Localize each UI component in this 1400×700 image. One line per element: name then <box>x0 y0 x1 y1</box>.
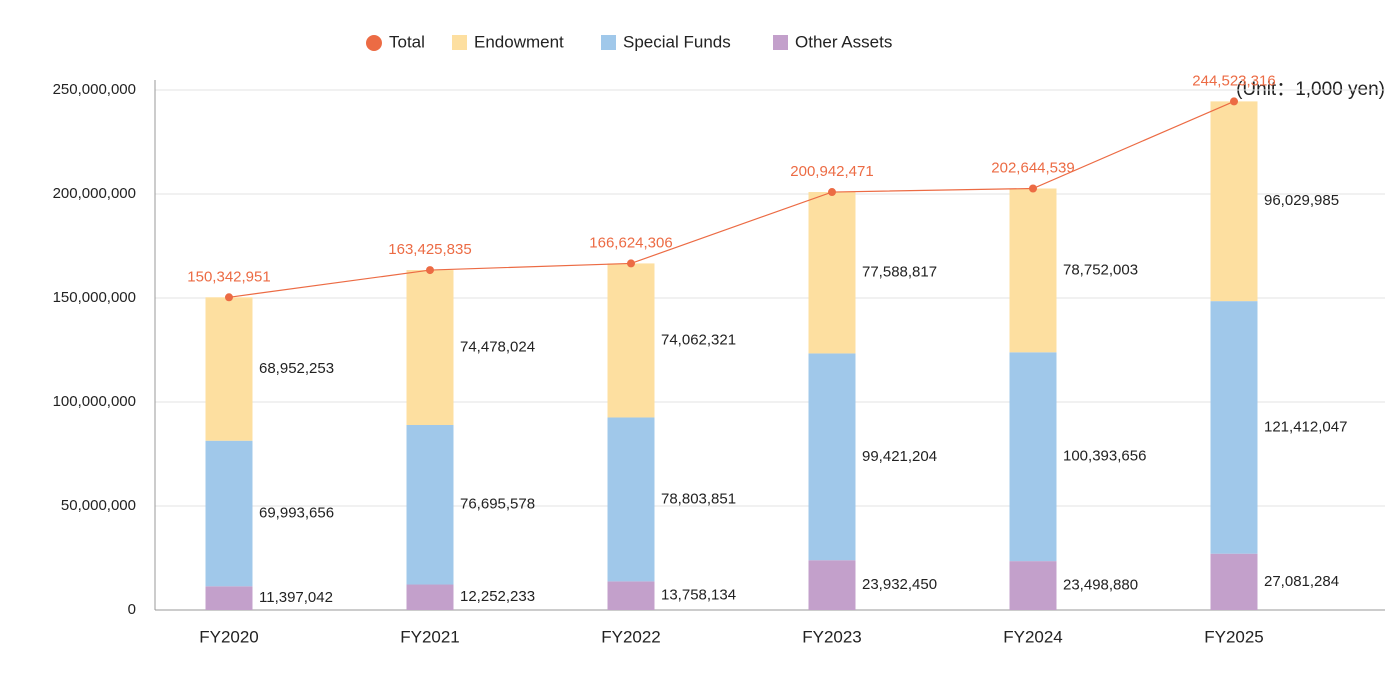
value-label: 27,081,284 <box>1264 573 1339 590</box>
bar-segment <box>205 297 253 441</box>
value-label: 121,412,047 <box>1264 418 1347 435</box>
bar-segment <box>406 584 454 610</box>
bar-segment <box>1009 561 1057 610</box>
total-point <box>1230 97 1238 106</box>
bar-segment <box>607 581 655 610</box>
x-tick-label: FY2023 <box>802 627 862 646</box>
bar-segment <box>808 192 856 354</box>
bar-segment <box>205 440 253 587</box>
y-tick-label: 250,000,000 <box>53 81 136 98</box>
total-label: 200,942,471 <box>790 163 873 180</box>
value-label: 77,588,817 <box>862 264 937 281</box>
bar-segment <box>406 270 454 425</box>
value-label: 99,421,204 <box>862 448 937 465</box>
y-tick-label: 200,000,000 <box>53 185 136 202</box>
total-label: 163,425,835 <box>388 241 471 258</box>
bar-segment <box>1210 553 1258 610</box>
value-label: 76,695,578 <box>460 496 535 513</box>
legend-label: Special Funds <box>623 32 731 51</box>
bar-segment <box>607 263 655 418</box>
y-tick-label: 150,000,000 <box>53 289 136 306</box>
bar-segment <box>1210 101 1258 302</box>
total-label: 244,523,316 <box>1192 72 1275 89</box>
legend-label: Total <box>389 32 425 51</box>
y-tick-label: 50,000,000 <box>61 497 136 514</box>
total-point <box>1029 184 1037 193</box>
value-label: 68,952,253 <box>259 360 334 377</box>
total-point <box>627 259 635 268</box>
legend-marker <box>601 35 616 50</box>
value-label: 69,993,656 <box>259 504 334 521</box>
value-label: 74,478,024 <box>460 339 535 356</box>
legend-label: Other Assets <box>795 32 892 51</box>
legend-marker <box>366 35 382 51</box>
bar-segment <box>808 353 856 561</box>
value-label: 96,029,985 <box>1264 192 1339 209</box>
y-tick-label: 0 <box>128 601 136 618</box>
value-label: 23,498,880 <box>1063 577 1138 594</box>
x-tick-label: FY2021 <box>400 627 460 646</box>
value-label: 11,397,042 <box>259 589 333 606</box>
value-label: 78,803,851 <box>661 490 736 507</box>
bar-segment <box>1009 188 1057 353</box>
total-point <box>426 266 434 275</box>
x-tick-label: FY2020 <box>199 627 259 646</box>
y-tick-label: 100,000,000 <box>53 393 136 410</box>
total-point <box>828 188 836 197</box>
bar-segment <box>406 424 454 585</box>
bar-segment <box>1210 301 1258 554</box>
value-label: 100,393,656 <box>1063 448 1146 465</box>
value-label: 12,252,233 <box>460 588 535 605</box>
total-label: 150,342,951 <box>187 268 270 285</box>
total-label: 202,644,539 <box>991 159 1074 176</box>
value-label: 74,062,321 <box>661 331 736 348</box>
x-tick-label: FY2022 <box>601 627 661 646</box>
total-point <box>225 293 233 302</box>
value-label: 23,932,450 <box>862 576 937 593</box>
legend-marker <box>773 35 788 50</box>
bar-segment <box>205 586 253 610</box>
value-label: 13,758,134 <box>661 587 736 604</box>
bar-segment <box>808 560 856 610</box>
legend-label: Endowment <box>474 32 564 51</box>
legend-marker <box>452 35 467 50</box>
value-label: 78,752,003 <box>1063 261 1138 278</box>
x-tick-label: FY2024 <box>1003 627 1063 646</box>
bar-segment <box>607 417 655 582</box>
x-tick-label: FY2025 <box>1204 627 1264 646</box>
total-line <box>228 100 1235 298</box>
bar-segment <box>1009 352 1057 562</box>
total-label: 166,624,306 <box>589 234 672 251</box>
